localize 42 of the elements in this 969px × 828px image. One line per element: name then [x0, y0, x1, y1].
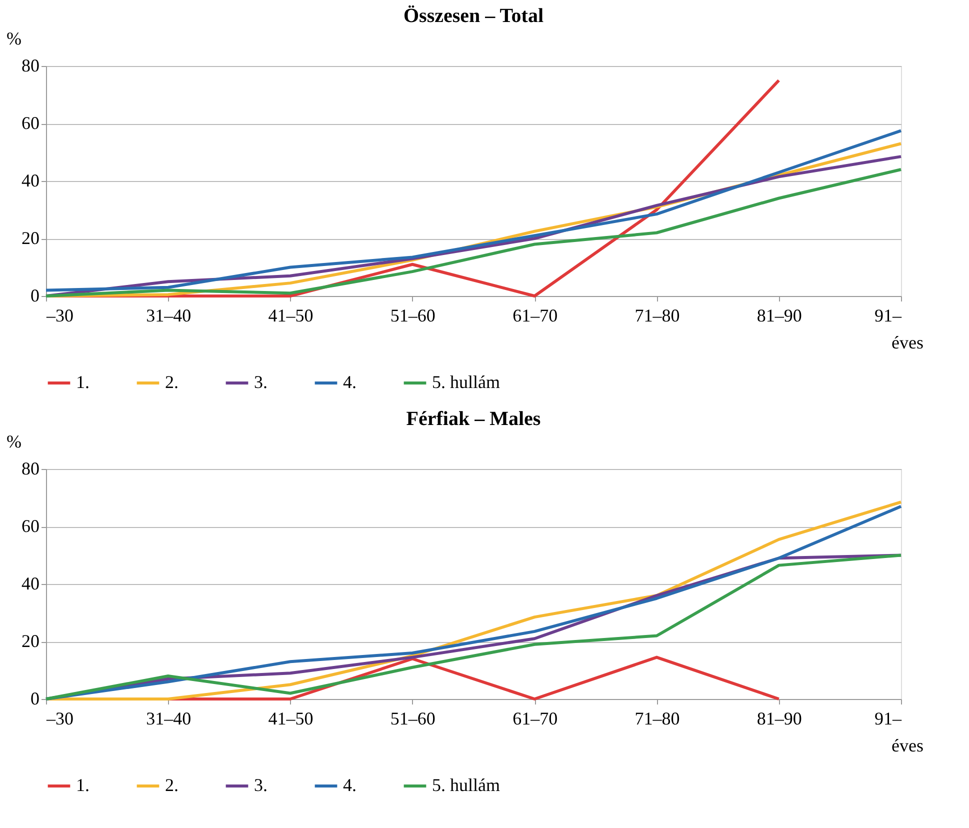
x-tick-label: 41–50 — [268, 306, 314, 326]
x-tick-label: –30 — [46, 708, 74, 728]
x-tick-label: –30 — [46, 306, 74, 326]
x-axis-title: éves — [892, 332, 924, 352]
chart-title: Összesen – Total — [403, 5, 544, 27]
legend-label: 1. — [76, 372, 90, 392]
y-tick-label: 20 — [22, 228, 40, 248]
legend-label: 3. — [254, 372, 268, 392]
y-tick-label: 20 — [22, 631, 40, 651]
y-axis-title: % — [6, 28, 22, 48]
y-tick-label: 80 — [22, 56, 40, 76]
legend-label: 2. — [165, 775, 178, 795]
x-tick-label: 41–50 — [268, 708, 314, 728]
y-tick-label: 0 — [30, 688, 40, 708]
legend-label: 1. — [76, 775, 90, 795]
x-axis-title: éves — [892, 736, 924, 756]
x-tick-label: 91– — [874, 708, 902, 728]
y-tick-label: 80 — [22, 458, 40, 478]
x-tick-label: 81–90 — [756, 306, 802, 326]
y-tick-label: 40 — [22, 574, 40, 594]
x-tick-label: 61–70 — [512, 306, 558, 326]
y-tick-label: 40 — [22, 170, 40, 190]
y-axis-title: % — [6, 432, 22, 452]
x-tick-label: 51–60 — [390, 708, 436, 728]
legend-label: 2. — [165, 372, 178, 392]
x-tick-label: 31–40 — [146, 306, 192, 326]
legend-label: 4. — [343, 775, 356, 795]
legend-label: 5. hullám — [432, 775, 500, 795]
x-tick-label: 91– — [874, 306, 902, 326]
y-tick-label: 60 — [22, 516, 40, 536]
x-tick-label: 51–60 — [390, 306, 436, 326]
legend-label: 3. — [254, 775, 268, 795]
legend-label: 5. hullám — [432, 372, 500, 392]
legend-label: 4. — [343, 372, 356, 392]
x-tick-label: 71–80 — [634, 708, 680, 728]
x-tick-label: 71–80 — [634, 306, 680, 326]
x-tick-label: 81–90 — [756, 708, 802, 728]
y-tick-label: 60 — [22, 113, 40, 133]
x-tick-label: 61–70 — [512, 708, 558, 728]
chart-title: Férfiak – Males — [406, 408, 541, 430]
x-tick-label: 31–40 — [146, 708, 192, 728]
y-tick-label: 0 — [30, 286, 40, 306]
